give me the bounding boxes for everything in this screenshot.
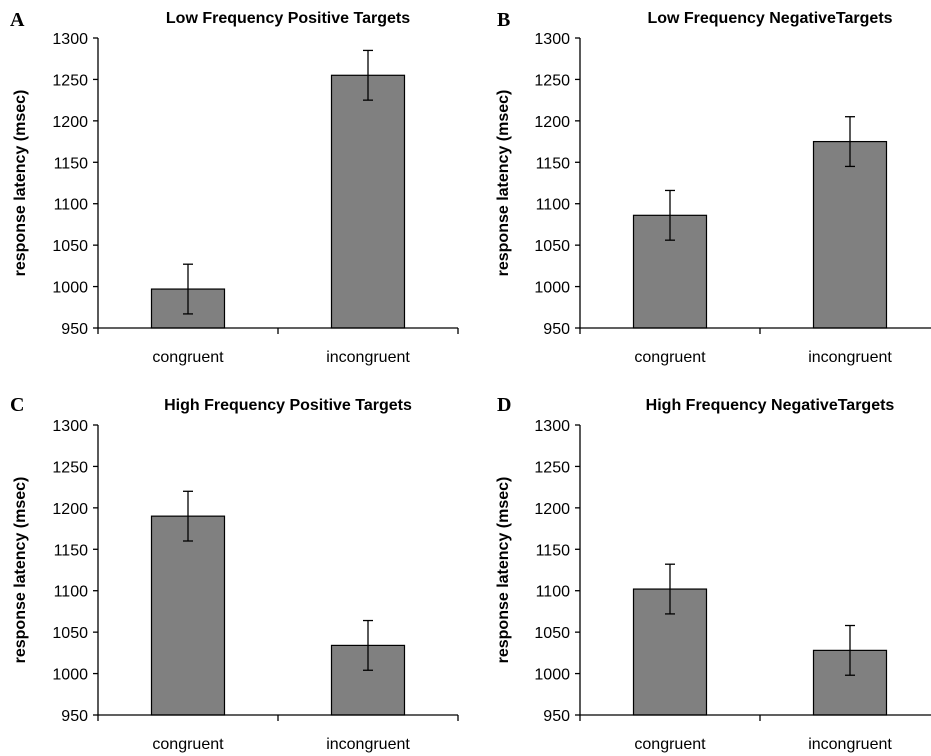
x-tick-label: congruent [152, 349, 224, 366]
y-tick-label: 1300 [52, 31, 88, 48]
x-tick-label: incongruent [326, 349, 410, 366]
bar-incongruent [330, 74, 406, 329]
bar-congruent [150, 515, 226, 716]
chart-title: Low Frequency NegativeTargets [647, 10, 892, 27]
chart-title: High Frequency Positive Targets [164, 397, 412, 414]
y-tick-label: 1250 [52, 72, 88, 89]
y-tick-label: 1300 [52, 418, 88, 435]
panel-letter: B [497, 9, 510, 31]
x-tick-label: congruent [152, 736, 224, 753]
y-tick-label: 950 [543, 321, 570, 338]
panel-letter: C [10, 394, 24, 416]
y-tick-label: 1000 [52, 280, 88, 297]
y-tick-label: 1300 [534, 418, 570, 435]
x-tick-label: incongruent [326, 736, 410, 753]
y-axis-label: response latency (msec) [12, 90, 29, 277]
y-tick-label: 1100 [54, 197, 89, 214]
y-tick-label: 1050 [52, 238, 88, 255]
y-tick-label: 1300 [534, 31, 570, 48]
x-tick-label: congruent [634, 736, 706, 753]
y-tick-label: 1250 [534, 72, 570, 89]
x-tick-label: congruent [634, 349, 706, 366]
panel-letter: D [497, 394, 511, 416]
y-tick-label: 950 [61, 708, 88, 725]
y-tick-label: 1100 [536, 584, 571, 601]
panel-letter: A [10, 9, 25, 31]
y-tick-label: 1100 [536, 197, 571, 214]
y-axis-label: response latency (msec) [12, 477, 29, 664]
y-axis-label: response latency (msec) [495, 90, 512, 277]
y-tick-label: 950 [61, 321, 88, 338]
y-tick-label: 1000 [52, 667, 88, 684]
y-axis-label: response latency (msec) [495, 477, 512, 664]
y-tick-label: 1200 [52, 114, 88, 131]
y-tick-label: 1250 [534, 459, 570, 476]
y-tick-label: 1100 [54, 584, 89, 601]
y-tick-label: 1200 [52, 501, 88, 518]
y-tick-label: 1050 [52, 625, 88, 642]
chart-title: Low Frequency Positive Targets [166, 10, 410, 27]
y-tick-label: 1150 [54, 155, 89, 172]
y-tick-label: 1150 [536, 542, 571, 559]
y-tick-label: 1050 [534, 625, 570, 642]
y-tick-label: 950 [543, 708, 570, 725]
x-tick-label: incongruent [808, 736, 892, 753]
y-tick-label: 1200 [534, 114, 570, 131]
y-tick-label: 1000 [534, 667, 570, 684]
y-tick-label: 1250 [52, 459, 88, 476]
y-tick-label: 1150 [54, 542, 89, 559]
x-tick-label: incongruent [808, 349, 892, 366]
y-tick-label: 1000 [534, 280, 570, 297]
y-tick-label: 1050 [534, 238, 570, 255]
y-tick-label: 1200 [534, 501, 570, 518]
chart-title: High Frequency NegativeTargets [646, 397, 895, 414]
bar-incongruent [812, 140, 888, 329]
y-tick-label: 1150 [536, 155, 571, 172]
